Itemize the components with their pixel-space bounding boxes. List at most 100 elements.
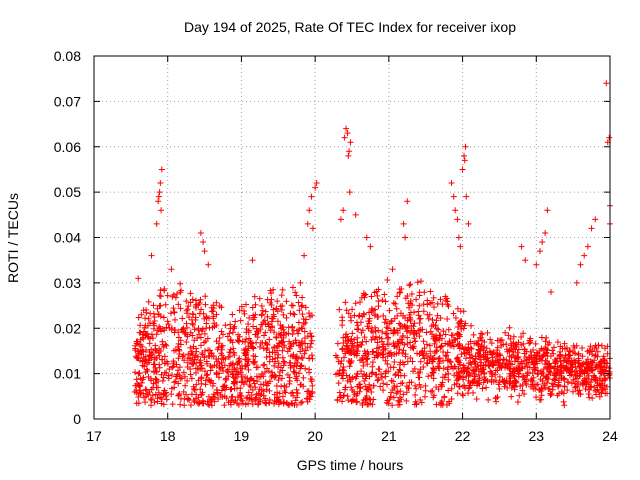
- data-point: [415, 374, 422, 381]
- data-point: [258, 311, 265, 318]
- data-point: [279, 393, 286, 400]
- data-point: [226, 353, 233, 360]
- chart-title: Day 194 of 2025, Rate Of TEC Index for r…: [184, 19, 516, 35]
- data-point: [183, 320, 190, 327]
- data-point: [257, 343, 264, 350]
- data-point: [175, 334, 182, 341]
- data-point: [151, 318, 158, 325]
- data-point: [147, 310, 154, 317]
- data-point: [177, 280, 184, 287]
- data-point: [227, 325, 234, 332]
- data-point: [165, 375, 172, 382]
- data-point: [494, 344, 501, 351]
- data-point: [252, 353, 259, 360]
- data-point: [215, 370, 222, 377]
- data-point: [519, 387, 526, 394]
- data-point: [203, 372, 210, 379]
- data-point: [520, 373, 527, 380]
- data-point: [540, 366, 547, 373]
- data-point: [337, 216, 344, 223]
- data-point: [347, 139, 354, 146]
- data-point: [524, 369, 531, 376]
- data-point: [210, 305, 217, 312]
- data-point: [233, 385, 240, 392]
- data-point: [258, 302, 265, 309]
- data-point: [253, 339, 260, 346]
- data-point: [208, 377, 215, 384]
- data-point: [271, 344, 278, 351]
- data-point: [210, 302, 217, 309]
- data-point: [153, 331, 160, 338]
- data-point: [507, 335, 514, 342]
- data-point: [420, 338, 427, 345]
- data-point: [514, 349, 521, 356]
- data-point: [498, 364, 505, 371]
- data-point: [183, 391, 190, 398]
- data-point: [250, 323, 257, 330]
- data-point: [238, 393, 245, 400]
- data-point: [158, 400, 165, 407]
- data-point: [555, 379, 562, 386]
- data-point: [252, 301, 259, 308]
- data-point: [200, 310, 207, 317]
- data-point: [307, 393, 314, 400]
- data-point: [290, 392, 297, 399]
- data-point: [420, 308, 427, 315]
- data-point: [190, 361, 197, 368]
- data-point: [456, 369, 463, 376]
- data-point: [293, 353, 300, 360]
- data-point: [468, 322, 475, 329]
- data-point: [258, 321, 265, 328]
- data-point: [183, 298, 190, 305]
- data-point: [209, 324, 216, 331]
- data-point: [256, 386, 263, 393]
- data-point: [518, 334, 525, 341]
- data-point: [197, 365, 204, 372]
- data-point: [440, 328, 447, 335]
- data-point: [365, 351, 372, 358]
- data-point: [183, 338, 190, 345]
- data-point: [271, 329, 278, 336]
- data-point: [149, 349, 156, 356]
- data-point: [398, 285, 405, 292]
- data-point: [144, 391, 151, 398]
- data-point: [397, 322, 404, 329]
- data-point: [140, 390, 147, 397]
- data-point: [389, 386, 396, 393]
- data-point: [163, 342, 170, 349]
- data-point: [230, 324, 237, 331]
- data-point: [603, 80, 610, 87]
- data-point: [602, 376, 609, 383]
- data-point: [378, 374, 385, 381]
- data-point: [260, 388, 267, 395]
- data-point: [313, 180, 320, 187]
- data-point: [431, 340, 438, 347]
- data-point: [167, 310, 174, 317]
- data-point: [520, 330, 527, 337]
- data-point: [421, 393, 428, 400]
- data-point: [417, 366, 424, 373]
- data-point: [537, 396, 544, 403]
- data-point: [135, 275, 142, 282]
- data-point: [341, 134, 348, 141]
- y-tick-label: 0: [73, 411, 81, 427]
- data-point: [151, 399, 158, 406]
- data-point: [388, 377, 395, 384]
- data-point: [466, 382, 473, 389]
- data-point: [302, 316, 309, 323]
- data-point: [380, 312, 387, 319]
- data-point: [175, 355, 182, 362]
- data-point: [476, 347, 483, 354]
- data-point: [274, 298, 281, 305]
- data-point: [292, 289, 299, 296]
- data-point: [297, 365, 304, 372]
- data-point: [195, 353, 202, 360]
- data-point: [429, 387, 436, 394]
- data-point: [416, 333, 423, 340]
- data-point: [379, 343, 386, 350]
- data-point: [135, 381, 142, 388]
- data-point: [180, 325, 187, 332]
- data-point: [582, 385, 589, 392]
- data-point: [295, 319, 302, 326]
- data-point: [358, 329, 365, 336]
